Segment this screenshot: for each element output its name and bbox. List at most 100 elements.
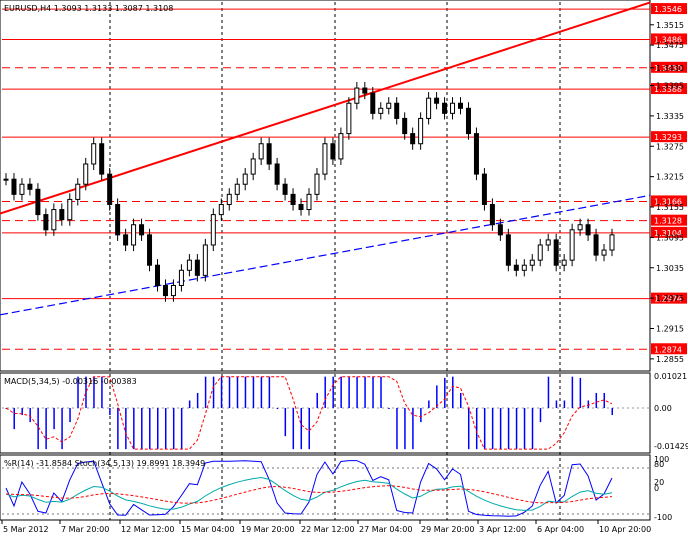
macd-bar (125, 408, 127, 450)
macd-histogram: 0.01021 0.00 -0.01429 (5, 372, 688, 451)
candle-body (426, 97, 432, 119)
candle-body (35, 188, 41, 216)
level-tag (651, 343, 687, 355)
candle-body (194, 259, 200, 276)
level-tag (651, 292, 687, 304)
macd-bar (21, 408, 23, 416)
time-tick-label: 27 Mar 04:00 (359, 525, 412, 534)
macd-bar (603, 392, 606, 408)
time-tick-label: 5 Mar 2012 (3, 525, 49, 534)
macd-bar (77, 376, 79, 408)
macd-bar (420, 408, 422, 423)
time-tick-label: 15 Mar 04:00 (181, 525, 234, 534)
candle-body (115, 203, 121, 236)
candle-body (561, 259, 567, 266)
candle-body (537, 244, 543, 261)
macd-bar (587, 400, 590, 408)
level-tag (651, 226, 687, 238)
oscillator-panel[interactable] (0, 454, 651, 521)
macd-bar (611, 408, 613, 416)
macd-bar (244, 376, 247, 408)
macd-title: MACD(5,34,5) -0.00316 -0.00383 (4, 377, 137, 386)
price-tick-label: 1.3155 (656, 203, 684, 212)
macd-bar (531, 408, 534, 450)
macd-bar (499, 408, 502, 450)
macd-bar (300, 408, 303, 450)
macd-bar (13, 408, 15, 430)
candle-body (83, 163, 89, 185)
macd-bar (364, 376, 366, 408)
level-tag (651, 33, 687, 45)
candle-body (306, 193, 312, 211)
macd-bar (507, 408, 510, 450)
level-label: 1.3388 (654, 85, 682, 94)
candle-body (266, 143, 272, 165)
candle-body (67, 198, 73, 221)
candle-body (170, 284, 176, 297)
candle-body (3, 178, 9, 181)
price-candles (3, 81, 615, 302)
macd-bar (29, 408, 31, 423)
price-tick-label: 1.3395 (656, 82, 684, 91)
macd-bar (316, 392, 318, 408)
macd-bar (332, 376, 334, 408)
candle-body (481, 173, 487, 205)
macd-bar (356, 376, 358, 408)
macd-bar (380, 376, 382, 408)
osc-tick-label: 20 (654, 478, 664, 487)
macd-bar (45, 408, 47, 450)
candle-body (609, 234, 615, 251)
price-tick-label: 1.2975 (656, 294, 684, 303)
macd-bar (164, 408, 167, 450)
macd-bar (571, 376, 574, 408)
price-tick-label: 1.2855 (656, 355, 684, 364)
candle-body (338, 133, 344, 160)
candle-body (43, 214, 49, 231)
horizontal-levels: 1.35461.34861.34301.33881.32931.31661.31… (2, 3, 687, 355)
price-panel[interactable] (0, 0, 651, 372)
candle-body (178, 269, 184, 286)
macd-bar (236, 376, 239, 408)
candle-body (362, 87, 368, 94)
level-tag (651, 83, 687, 95)
macd-bar (196, 392, 199, 408)
level-label: 1.2974 (654, 295, 682, 304)
vertical-grid (2, 2, 650, 520)
macd-bar (101, 376, 103, 408)
candle-body (545, 239, 551, 246)
price-tick-label: 1.3215 (656, 173, 684, 182)
level-label: 1.3293 (654, 133, 682, 142)
candle-body (322, 143, 328, 175)
price-tick-label: 1.3335 (656, 112, 684, 121)
osc-tick-label: 80 (654, 460, 664, 469)
candle-body (274, 163, 280, 185)
price-tick-label: 1.3275 (656, 142, 684, 151)
macd-bar (452, 376, 454, 408)
candle-body (91, 143, 97, 165)
support-trend-line (0, 194, 651, 316)
level-tag (651, 195, 687, 207)
macd-bar (412, 408, 414, 450)
level-label: 1.3166 (654, 197, 682, 206)
macd-tick-label: 0.00 (654, 404, 672, 413)
level-tag (651, 131, 687, 143)
candle-body (314, 173, 320, 195)
oscillator-title: %R(14) -31.8584 Stoch(34,5,13) 19.8991 1… (4, 459, 205, 468)
macd-bar (428, 400, 430, 408)
price-tick-label: 1.2915 (656, 325, 684, 334)
price-tick-label: 1.3475 (656, 41, 684, 50)
candle-body (450, 102, 456, 114)
macd-bar (276, 408, 279, 409)
macd-bar (515, 408, 518, 450)
candle-body (370, 92, 376, 114)
candle-body (242, 173, 248, 185)
time-tick-label: 10 Apr 20:00 (599, 525, 651, 534)
macd-bar (563, 400, 566, 408)
macd-bar (268, 376, 271, 408)
macd-bar (53, 408, 55, 430)
macd-bar (157, 408, 159, 450)
candle-body (465, 107, 471, 135)
macd-bar (69, 408, 71, 423)
candle-body (513, 264, 519, 271)
